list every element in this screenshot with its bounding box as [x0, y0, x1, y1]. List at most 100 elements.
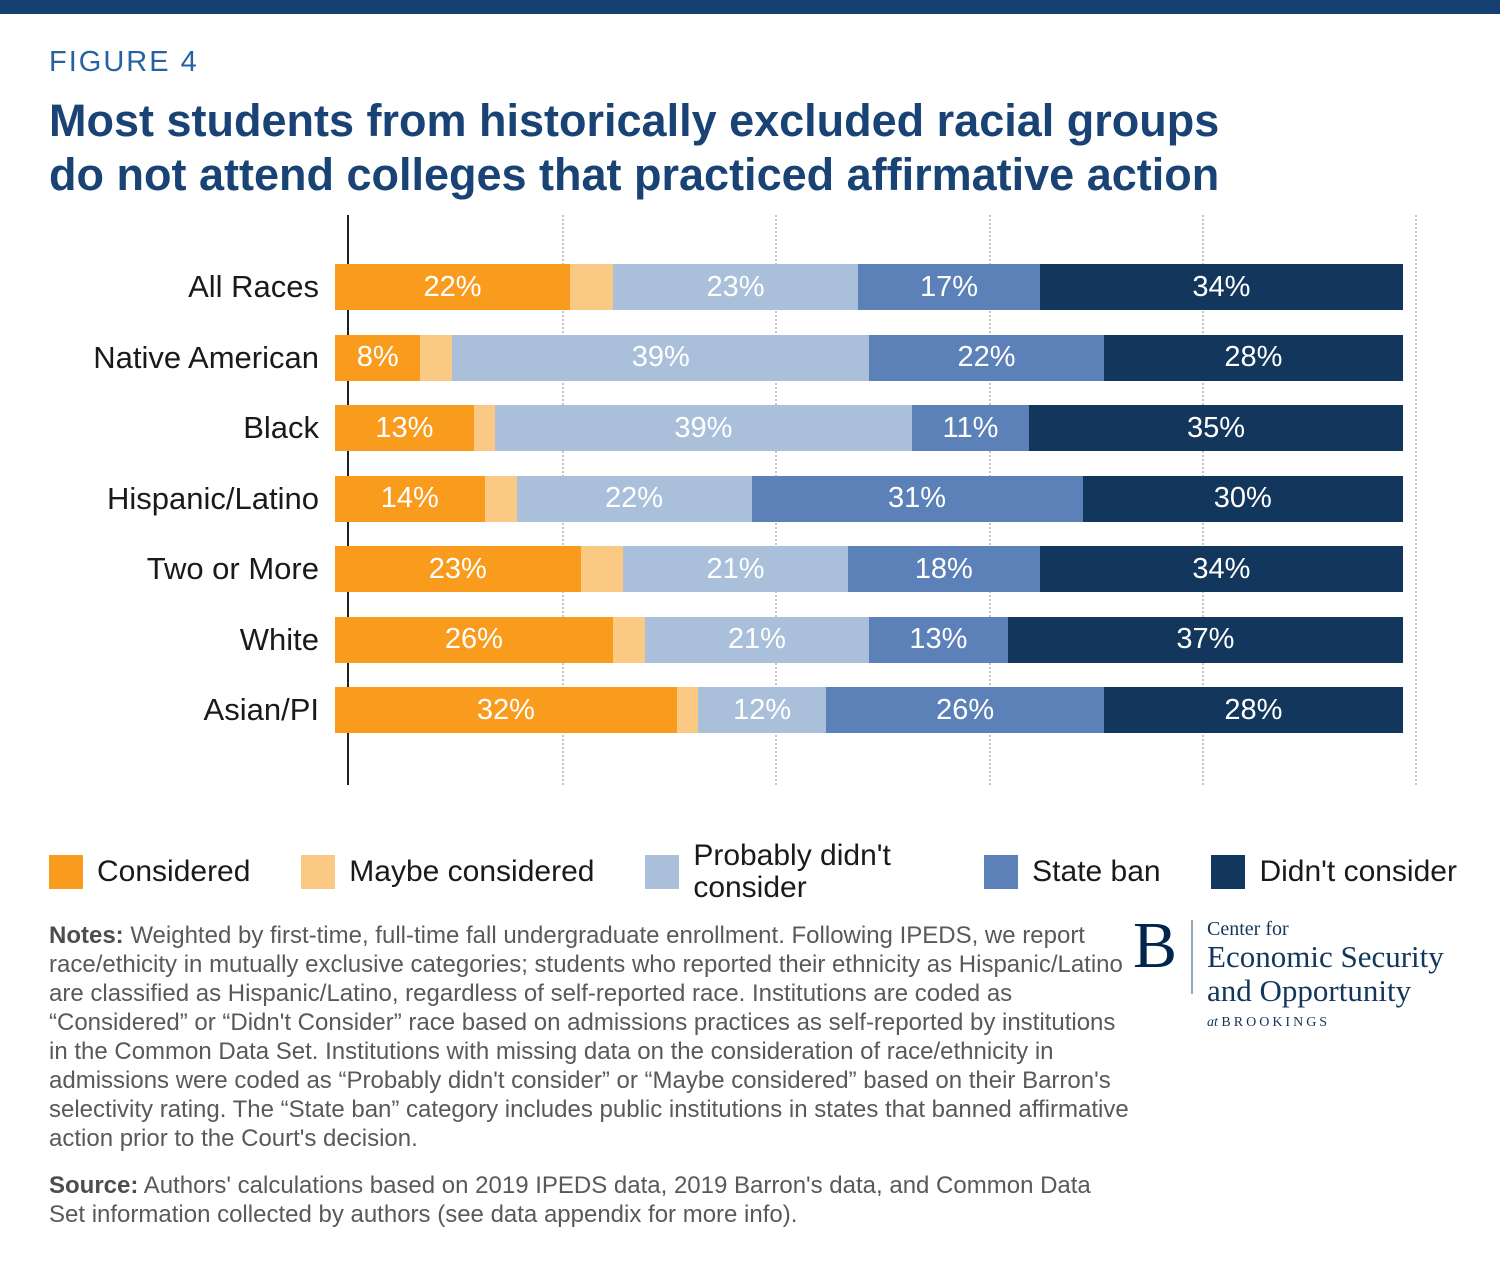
brookings-monogram: B: [1133, 909, 1178, 982]
source-paragraph: Source: Authors' calculations based on 2…: [49, 1171, 1131, 1229]
notes-label: Notes:: [49, 922, 124, 949]
notes-paragraph: Notes: Weighted by first-time, full-time…: [49, 921, 1131, 1153]
bar-segment-maybe-considered: [484, 475, 517, 522]
bar-row: Black 13% 39% 11% 35%: [0, 393, 1415, 464]
legend-label: Maybe considered: [349, 855, 595, 889]
footnotes: Notes: Weighted by first-time, full-time…: [49, 921, 1131, 1229]
bar-value-label: 39%: [674, 411, 733, 444]
bar-segment-state-ban: 17%: [858, 264, 1040, 311]
bar-row: Asian/PI 32% 12% 26% 28%: [0, 675, 1415, 746]
bar-track: 32% 12% 26% 28%: [335, 687, 1403, 734]
bar-segment-state-ban: 18%: [847, 546, 1040, 593]
logo-center-for: Center for: [1207, 918, 1289, 940]
top-accent-bar: [0, 0, 1500, 14]
bar-value-label: 12%: [733, 693, 792, 726]
gridline: [1415, 215, 1417, 785]
bar-segment-didn-t-consider: 28%: [1103, 687, 1403, 734]
legend-swatch-didn-t-consider: [1211, 855, 1246, 890]
bar-value-label: 28%: [1224, 341, 1283, 374]
logo-text: Center for Economic Security and Opportu…: [1207, 916, 1444, 1031]
bar-track: 23% 21% 18% 34%: [335, 546, 1403, 593]
bar-segment-probably-didn-t-consider: 39%: [495, 405, 912, 452]
bar-row: Native American 8% 39% 22% 28%: [0, 323, 1415, 394]
category-label: Native American: [93, 339, 319, 375]
bar-segment-maybe-considered: [569, 264, 613, 311]
bar-chart: All Races 22% 23% 17% 34% Native American 8% 39…: [0, 215, 1500, 785]
category-label: Two or More: [146, 551, 319, 587]
bar-value-label: 31%: [888, 482, 947, 515]
bar-segment-probably-didn-t-consider: 21%: [623, 546, 848, 593]
legend-item-maybe-considered: Maybe considered: [301, 855, 595, 890]
bar-segment-considered: 8%: [335, 334, 421, 381]
bar-segment-considered: 14%: [335, 475, 485, 522]
bar-value-label: 35%: [1187, 411, 1246, 444]
bar-value-label: 22%: [605, 482, 664, 515]
bar-segment-maybe-considered: [580, 546, 624, 593]
bar-value-label: 18%: [914, 552, 973, 585]
bar-row: White 26% 21% 13% 37%: [0, 605, 1415, 676]
logo-economic-security: Economic Security: [1207, 939, 1444, 974]
bar-segment-state-ban: 26%: [826, 687, 1104, 734]
bar-track: 14% 22% 31% 30%: [335, 475, 1403, 522]
legend-item-probably-didn-t-consider: Probably didn't consider: [645, 839, 933, 905]
bar-segment-didn-t-consider: 28%: [1103, 334, 1403, 381]
bar-segment-didn-t-consider: 35%: [1029, 405, 1403, 452]
bar-value-label: 21%: [706, 552, 765, 585]
bar-segment-considered: 23%: [335, 546, 581, 593]
chart-title: Most students from historically excluded…: [49, 94, 1469, 202]
bar-value-label: 22%: [423, 270, 482, 303]
bar-segment-considered: 13%: [335, 405, 474, 452]
logo-divider: [1191, 920, 1194, 994]
bar-value-label: 14%: [380, 482, 439, 515]
category-label: All Races: [188, 269, 319, 305]
category-label: Hispanic/Latino: [107, 480, 319, 516]
bar-value-label: 32%: [476, 693, 535, 726]
bar-row: All Races 22% 23% 17% 34%: [0, 252, 1415, 323]
legend-label: Considered: [97, 855, 251, 889]
bar-value-label: 37%: [1176, 623, 1235, 656]
category-label: Asian/PI: [203, 692, 319, 728]
logo-at-brookings: at BROOKINGS: [1207, 1015, 1444, 1031]
bar-segment-probably-didn-t-consider: 21%: [644, 616, 869, 663]
source-label: Source:: [49, 1172, 139, 1199]
chart-legend: Considered Maybe considered Probably didn'…: [49, 839, 1457, 905]
bar-segment-maybe-considered: [473, 405, 496, 452]
legend-item-didn-t-consider: Didn't consider: [1211, 855, 1457, 890]
bar-segment-maybe-considered: [420, 334, 453, 381]
bar-segment-state-ban: 31%: [751, 475, 1083, 522]
bar-value-label: 26%: [936, 693, 995, 726]
bar-value-label: 23%: [706, 270, 765, 303]
bar-value-label: 13%: [909, 623, 968, 656]
category-label: Black: [243, 410, 319, 446]
legend-item-state-ban: State ban: [984, 855, 1161, 890]
legend-swatch-maybe-considered: [301, 855, 336, 890]
legend-label: State ban: [1032, 855, 1161, 889]
bar-value-label: 8%: [356, 341, 399, 374]
bar-track: 8% 39% 22% 28%: [335, 334, 1403, 381]
bar-segment-didn-t-consider: 34%: [1039, 546, 1403, 593]
legend-item-considered: Considered: [49, 855, 251, 890]
bar-value-label: 17%: [920, 270, 979, 303]
bar-segment-state-ban: 13%: [868, 616, 1008, 663]
bar-row: Hispanic/Latino 14% 22% 31% 30%: [0, 464, 1415, 535]
logo-brookings-word: BROOKINGS: [1221, 1015, 1331, 1030]
bar-value-label: 26%: [444, 623, 503, 656]
bar-value-label: 30%: [1213, 482, 1272, 515]
chart-title-line-2: do not attend colleges that practiced af…: [49, 149, 1220, 200]
bar-segment-probably-didn-t-consider: 12%: [698, 687, 827, 734]
legend-label: Probably didn't consider: [693, 839, 891, 905]
bar-track: 22% 23% 17% 34%: [335, 264, 1403, 311]
legend-swatch-probably-didn-t-consider: [645, 855, 680, 890]
bar-track: 13% 39% 11% 35%: [335, 405, 1403, 452]
source-text: Authors' calculations based on 2019 IPED…: [49, 1172, 1091, 1228]
bar-segment-probably-didn-t-consider: 22%: [516, 475, 752, 522]
bar-row: Two or More 23% 21% 18% 34%: [0, 534, 1415, 605]
legend-swatch-state-ban: [984, 855, 1019, 890]
chart-title-line-1: Most students from historically excluded…: [49, 95, 1220, 146]
bar-segment-didn-t-consider: 37%: [1007, 616, 1403, 663]
legend-swatch-considered: [49, 855, 83, 890]
bar-value-label: 22%: [957, 341, 1016, 374]
bar-segment-probably-didn-t-consider: 23%: [612, 264, 859, 311]
bar-segment-considered: 22%: [335, 264, 570, 311]
